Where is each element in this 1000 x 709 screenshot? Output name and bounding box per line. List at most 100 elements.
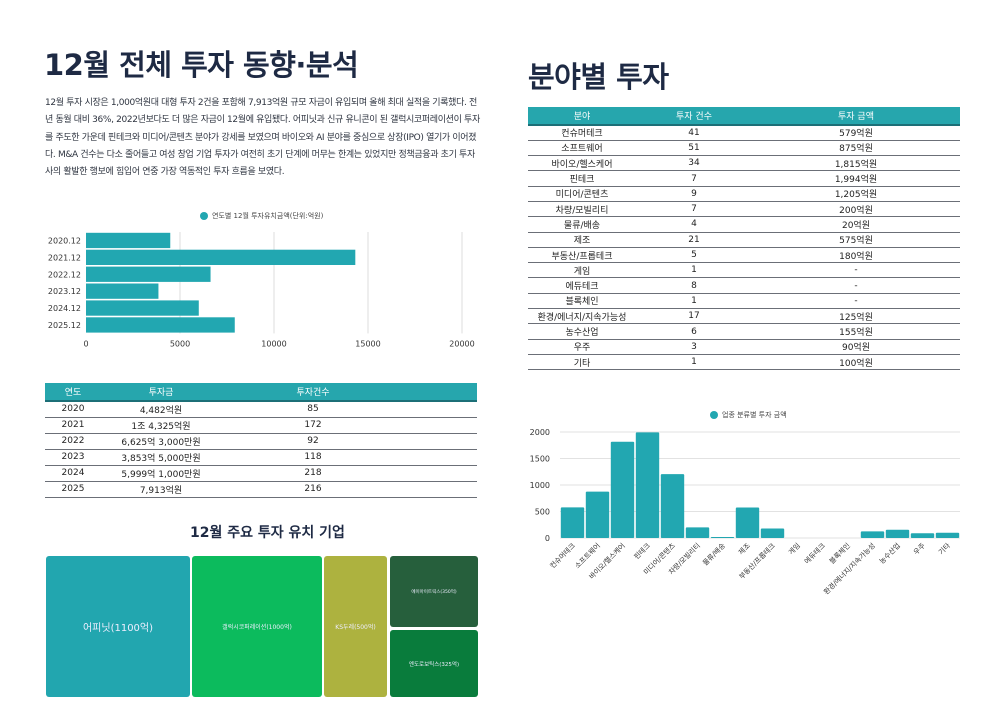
cell-amount: 155억원	[752, 323, 960, 340]
cell-sector: 핀테크	[528, 170, 636, 187]
treemap-label-3: KS두레(500억)	[335, 624, 376, 631]
col-header-sector: 분야	[528, 107, 636, 126]
table-row: 기타 1 100억원	[528, 354, 960, 371]
bar	[910, 533, 935, 538]
y-tick-label: 2025.12	[48, 321, 81, 330]
cell-amount: 4,482억원	[101, 401, 221, 418]
cell-count: 216	[221, 481, 405, 498]
cell-sector: 컨슈머테크	[528, 125, 636, 141]
cell-amount: 200억원	[752, 201, 960, 218]
cell-sector: 기타	[528, 354, 636, 371]
table-row: 블록체인 1-	[528, 293, 960, 310]
page-title-left: 12월 전체 투자 동향·분석	[44, 48, 359, 82]
y-tick-label: 1500	[530, 455, 550, 464]
y-tick-label: 0	[545, 534, 550, 543]
cell-year: 2024	[45, 465, 101, 482]
table-row: 환경/에너지/지속가능성 17 125억원	[528, 308, 960, 325]
cell-year: 2023	[45, 449, 101, 466]
treemap-box-3: KS두레(500억)	[324, 556, 387, 697]
cell-year: 2025	[45, 481, 101, 498]
table-row: 물류/배송 4 20억원	[528, 216, 960, 233]
cell-blank	[405, 401, 477, 418]
x-tick-label: 20000	[449, 339, 474, 348]
cell-count: 92	[221, 433, 405, 450]
cell-amount: 1,815억원	[752, 155, 960, 172]
x-tick-label: 게임	[786, 541, 801, 556]
cell-amount: 180억원	[752, 247, 960, 264]
x-tick-label: 우주	[912, 541, 927, 556]
table-row: 미디어/콘텐츠 9 1,205억원	[528, 186, 960, 202]
yearly-investment-table: 연도 투자금 투자건수 2020 4,482억원 85 2021 1조 4,325억원 1…	[45, 383, 477, 498]
treemap-title: 12월 주요 투자 유치 기업	[190, 525, 345, 541]
bar	[935, 532, 960, 538]
cell-blank	[405, 433, 477, 450]
col-header-deal-count: 투자 건수	[636, 107, 752, 126]
treemap-box-4: 에이아이트릭스(350억)	[390, 556, 478, 627]
cell-amount: 1,994억원	[752, 170, 960, 187]
treemap-box-5: 엔도로보틱스(325억)	[390, 630, 478, 697]
table-row: 부동산/프롭테크 5 180억원	[528, 247, 960, 264]
treemap-box-2: 갤럭시코퍼레이션(1000억)	[192, 556, 322, 697]
col-header-deal-amount: 투자 금액	[752, 107, 960, 126]
cell-sector: 부동산/프롭테크	[528, 247, 636, 264]
treemap-box-1: 어피닛(1100억)	[46, 556, 190, 697]
x-tick-label: 기타	[936, 541, 952, 557]
cell-count: 17	[636, 308, 752, 325]
cell-sector: 농수산업	[528, 323, 636, 340]
treemap-label-5: 엔도로보틱스(325억)	[408, 661, 460, 668]
y-tick-label: 500	[535, 508, 550, 517]
table-row: 2022 6,625억 3,000만원 92	[45, 433, 477, 450]
x-tick-label: 10000	[261, 339, 286, 348]
cell-amount: 100억원	[752, 354, 960, 371]
table-row: 게임 1-	[528, 262, 960, 279]
table-row: 에듀테크 8-	[528, 277, 960, 294]
cell-count: 1	[636, 262, 752, 279]
bar	[760, 528, 785, 538]
cell-count: 8	[636, 277, 752, 294]
cell-amount: -	[752, 262, 960, 279]
x-tick-label: 제조	[737, 541, 752, 556]
cell-amount: 875억원	[752, 140, 960, 157]
cell-count: 218	[221, 465, 405, 482]
table-row: 컨슈머테크 41 579억원	[528, 125, 960, 141]
cell-sector: 에듀테크	[528, 277, 636, 294]
table-row: 2025 7,913억원 216	[45, 481, 477, 498]
cell-amount: 579억원	[752, 125, 960, 141]
cell-count: 21	[636, 232, 752, 248]
x-tick-label: 블록체인	[827, 541, 852, 566]
cell-sector: 차량/모빌리티	[528, 201, 636, 218]
cell-sector: 게임	[528, 262, 636, 279]
bar	[86, 317, 235, 333]
bar	[635, 432, 660, 538]
cell-sector: 소프트웨어	[528, 140, 636, 157]
table-row: 제조 21 575억원	[528, 232, 960, 248]
cell-sector: 미디어/콘텐츠	[528, 186, 636, 202]
cell-year: 2022	[45, 433, 101, 450]
bar	[86, 283, 159, 299]
cell-count: 172	[221, 417, 405, 434]
bar	[860, 531, 885, 538]
cell-count: 3	[636, 339, 752, 355]
legend-dot-icon	[710, 411, 718, 419]
cell-sector: 바이오/헬스케어	[528, 155, 636, 172]
x-tick-label: 15000	[355, 339, 380, 348]
bar	[610, 441, 635, 538]
cell-amount: 90억원	[752, 339, 960, 355]
y-tick-label: 2020.12	[48, 236, 81, 245]
cell-blank	[405, 417, 477, 434]
cell-count: 4	[636, 216, 752, 233]
cell-count: 6	[636, 323, 752, 340]
cell-year: 2020	[45, 401, 101, 418]
cell-count: 5	[636, 247, 752, 264]
x-tick-label: 물류/배송	[701, 541, 728, 568]
x-tick-label: 5000	[170, 339, 190, 348]
cell-count: 85	[221, 401, 405, 418]
cell-blank	[405, 449, 477, 466]
cell-amount: 1,205억원	[752, 186, 960, 202]
bar	[86, 300, 199, 316]
y-tick-label: 2022.12	[48, 270, 81, 279]
y-tick-label: 2021.12	[48, 253, 81, 262]
y-tick-label: 2024.12	[48, 304, 81, 313]
